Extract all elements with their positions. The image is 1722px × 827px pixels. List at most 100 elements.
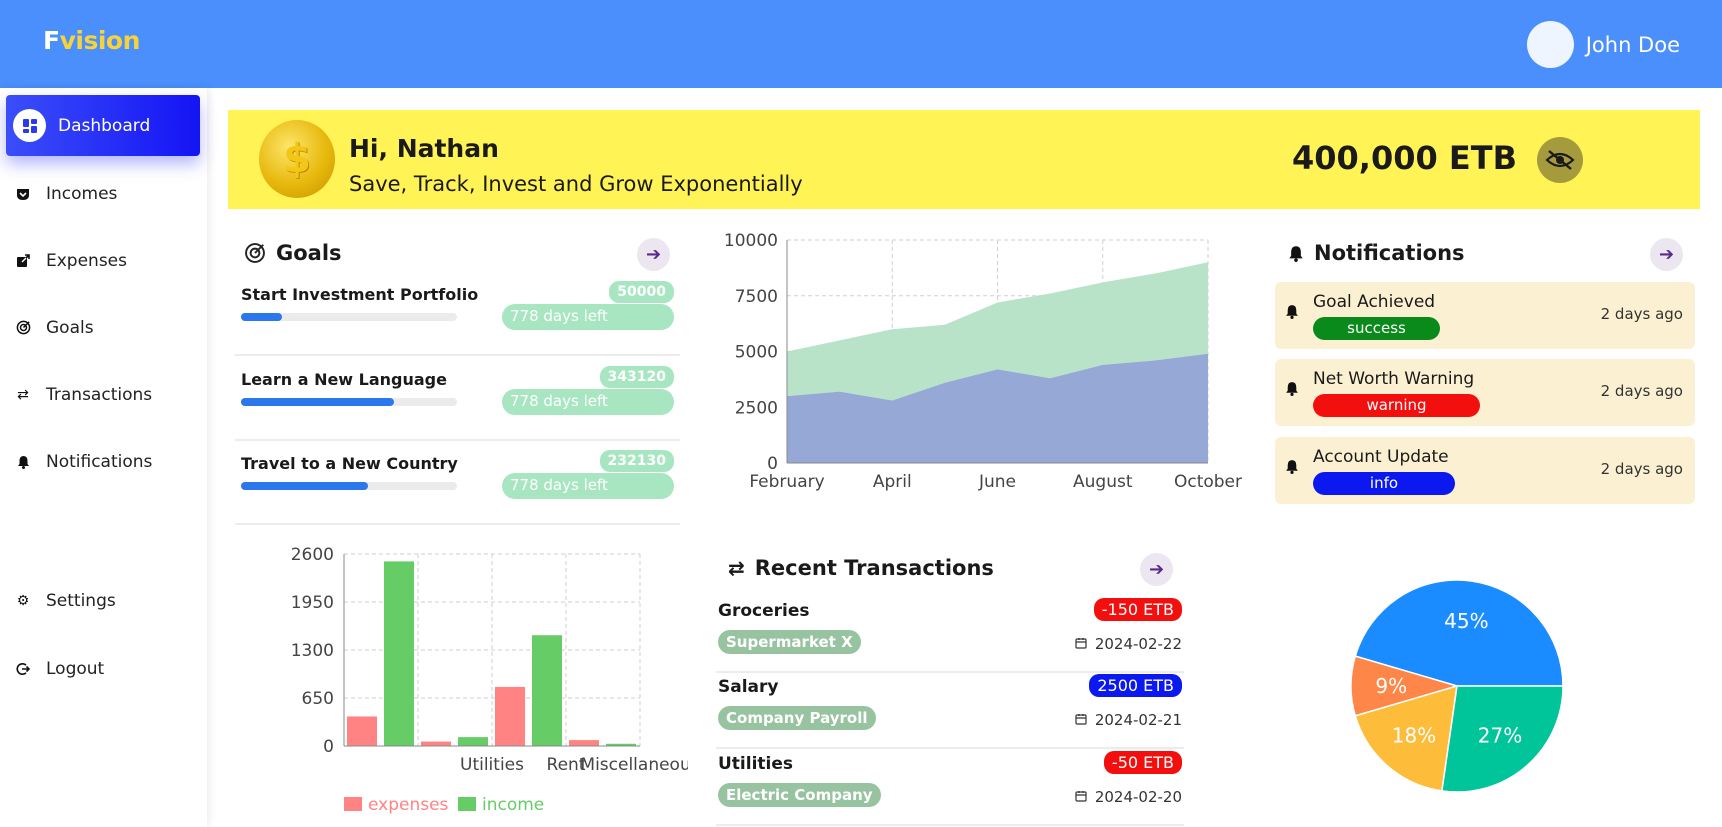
- transaction-amount: 2500 ETB: [1089, 674, 1182, 697]
- target-icon: [12, 317, 34, 339]
- goal-item[interactable]: Travel to a New Country 232130 778 days …: [235, 440, 680, 525]
- calendar-icon: [1075, 711, 1087, 729]
- target-icon: [245, 243, 265, 263]
- bar-expenses: [495, 686, 525, 746]
- pie-slice-label: 27%: [1478, 724, 1522, 748]
- bar-expenses: [347, 716, 377, 746]
- notification-title: Net Worth Warning: [1313, 369, 1475, 389]
- notification-badge: info: [1313, 472, 1455, 495]
- goals-view-all-button[interactable]: ➔: [637, 238, 670, 271]
- transaction-date-text: 2024-02-22: [1094, 635, 1182, 653]
- avatar[interactable]: [1526, 21, 1574, 68]
- transaction-source: Supermarket X: [718, 630, 861, 654]
- dashboard-icon: [13, 109, 46, 142]
- hide-balance-button[interactable]: [1537, 137, 1583, 183]
- transaction-amount: -50 ETB: [1103, 751, 1182, 774]
- goal-days-left: 778 days left: [502, 389, 674, 415]
- sidebar-item-notifications[interactable]: Notifications: [6, 431, 200, 492]
- y-tick-label: 10000: [724, 231, 778, 251]
- goal-progress-track: [241, 398, 457, 406]
- bell-icon: [1285, 381, 1299, 400]
- x-tick-label: October: [1174, 472, 1242, 492]
- pie-slice-label: 18%: [1392, 724, 1436, 748]
- goal-days-left: 778 days left: [502, 473, 674, 499]
- category-pie-chart: 45% 9% 18% 27%: [1350, 579, 1564, 793]
- transaction-row[interactable]: Salary 2500 ETB Company Payroll 2024-02-…: [716, 673, 1184, 749]
- swap-icon: ⇄: [17, 386, 29, 403]
- goal-progress-fill: [241, 398, 395, 406]
- bell-icon: [1289, 245, 1303, 262]
- goal-progress-fill: [241, 482, 369, 490]
- bar-expenses: [421, 741, 451, 746]
- y-tick-label: 0: [767, 454, 778, 474]
- notification-title: Goal Achieved: [1313, 292, 1436, 312]
- notification-item[interactable]: Account Update info 2 days ago: [1275, 437, 1695, 504]
- goal-name: Learn a New Language: [241, 370, 447, 389]
- transaction-name: Groceries: [718, 601, 810, 621]
- greeting: Hi, Nathan: [349, 134, 499, 163]
- goal-item[interactable]: Start Investment Portfolio 50000 778 day…: [235, 271, 680, 356]
- bar-income: [384, 561, 414, 746]
- transaction-name: Salary: [718, 677, 779, 697]
- sidebar-item-label: Dashboard: [58, 115, 151, 136]
- coin-icon: $: [259, 120, 335, 198]
- sidebar-item-transactions[interactable]: ⇄ Transactions: [6, 364, 200, 425]
- pie-slice-label: 45%: [1444, 609, 1488, 633]
- sidebar-item-incomes[interactable]: Incomes: [6, 163, 200, 224]
- x-tick-label: Rent: [547, 755, 586, 775]
- goal-amount: 232130: [599, 450, 674, 472]
- x-tick-label: June: [978, 472, 1016, 492]
- wallet-icon: [12, 183, 34, 205]
- brand-logo[interactable]: Fvision: [43, 26, 140, 55]
- user-name: John Doe: [1585, 32, 1680, 57]
- bell-icon: [1285, 304, 1299, 323]
- y-tick-label: 1950: [291, 593, 334, 613]
- arrow-right-icon: ➔: [1658, 244, 1675, 265]
- sidebar: Dashboard Incomes Expenses Goals ⇄ Trans…: [0, 88, 207, 827]
- transactions-view-all-button[interactable]: ➔: [1140, 553, 1173, 586]
- goal-item[interactable]: Learn a New Language 343120 778 days lef…: [235, 356, 680, 441]
- notification-badge: warning: [1313, 394, 1480, 417]
- legend-swatch: [458, 797, 476, 811]
- sidebar-item-goals[interactable]: Goals: [6, 297, 200, 358]
- bell-icon: [1285, 459, 1299, 478]
- notification-item[interactable]: Net Worth Warning warning 2 days ago: [1275, 359, 1695, 426]
- notifications-view-all-button[interactable]: ➔: [1650, 238, 1683, 271]
- sidebar-item-label: Incomes: [46, 183, 118, 204]
- brand-accent: vision: [59, 26, 141, 55]
- sidebar-item-label: Expenses: [46, 250, 127, 271]
- goal-amount: 343120: [599, 366, 674, 388]
- y-tick-label: 2500: [735, 398, 778, 418]
- transaction-date: 2024-02-20: [1075, 788, 1182, 806]
- y-tick-label: 650: [302, 689, 334, 709]
- sidebar-item-logout[interactable]: Logout: [6, 638, 200, 699]
- sidebar-item-dashboard[interactable]: Dashboard: [6, 95, 200, 156]
- goal-amount: 50000: [609, 281, 674, 303]
- networth-area-chart: 0 2500 5000 7500 10000 February April June Augus…: [724, 231, 1242, 492]
- goal-days-left: 778 days left: [502, 304, 674, 330]
- transaction-source: Company Payroll: [718, 706, 876, 730]
- bar-income: [458, 737, 488, 746]
- sidebar-item-settings[interactable]: ⚙ Settings: [6, 570, 200, 631]
- transaction-row[interactable]: Utilities -50 ETB Electric Company 2024-…: [716, 750, 1184, 826]
- sidebar-item-expenses[interactable]: Expenses: [6, 230, 200, 291]
- notification-title: Account Update: [1313, 447, 1449, 467]
- transaction-amount: -150 ETB: [1093, 598, 1182, 621]
- bell-icon: [12, 451, 34, 473]
- pie-slice: [1354, 684, 1458, 792]
- notification-item[interactable]: Goal Achieved success 2 days ago: [1275, 282, 1695, 349]
- balance-amount: 400,000 ETB: [1292, 139, 1517, 177]
- goal-name: Travel to a New Country: [241, 454, 458, 473]
- top-bar: Fvision John Doe: [0, 0, 1722, 88]
- tagline: Save, Track, Invest and Grow Exponential…: [349, 172, 803, 196]
- notification-time: 2 days ago: [1600, 382, 1683, 400]
- goal-progress-fill: [241, 313, 283, 321]
- legend-swatch: [344, 797, 362, 811]
- user-menu[interactable]: John Doe: [1526, 21, 1680, 68]
- x-tick-label: February: [749, 472, 824, 492]
- sidebar-item-label: Notifications: [46, 451, 153, 472]
- area-series-upper: [787, 262, 1208, 401]
- transaction-row[interactable]: Groceries -150 ETB Supermarket X 2024-02…: [716, 597, 1184, 673]
- goal-name: Start Investment Portfolio: [241, 285, 479, 304]
- sidebar-item-label: Transactions: [46, 384, 153, 405]
